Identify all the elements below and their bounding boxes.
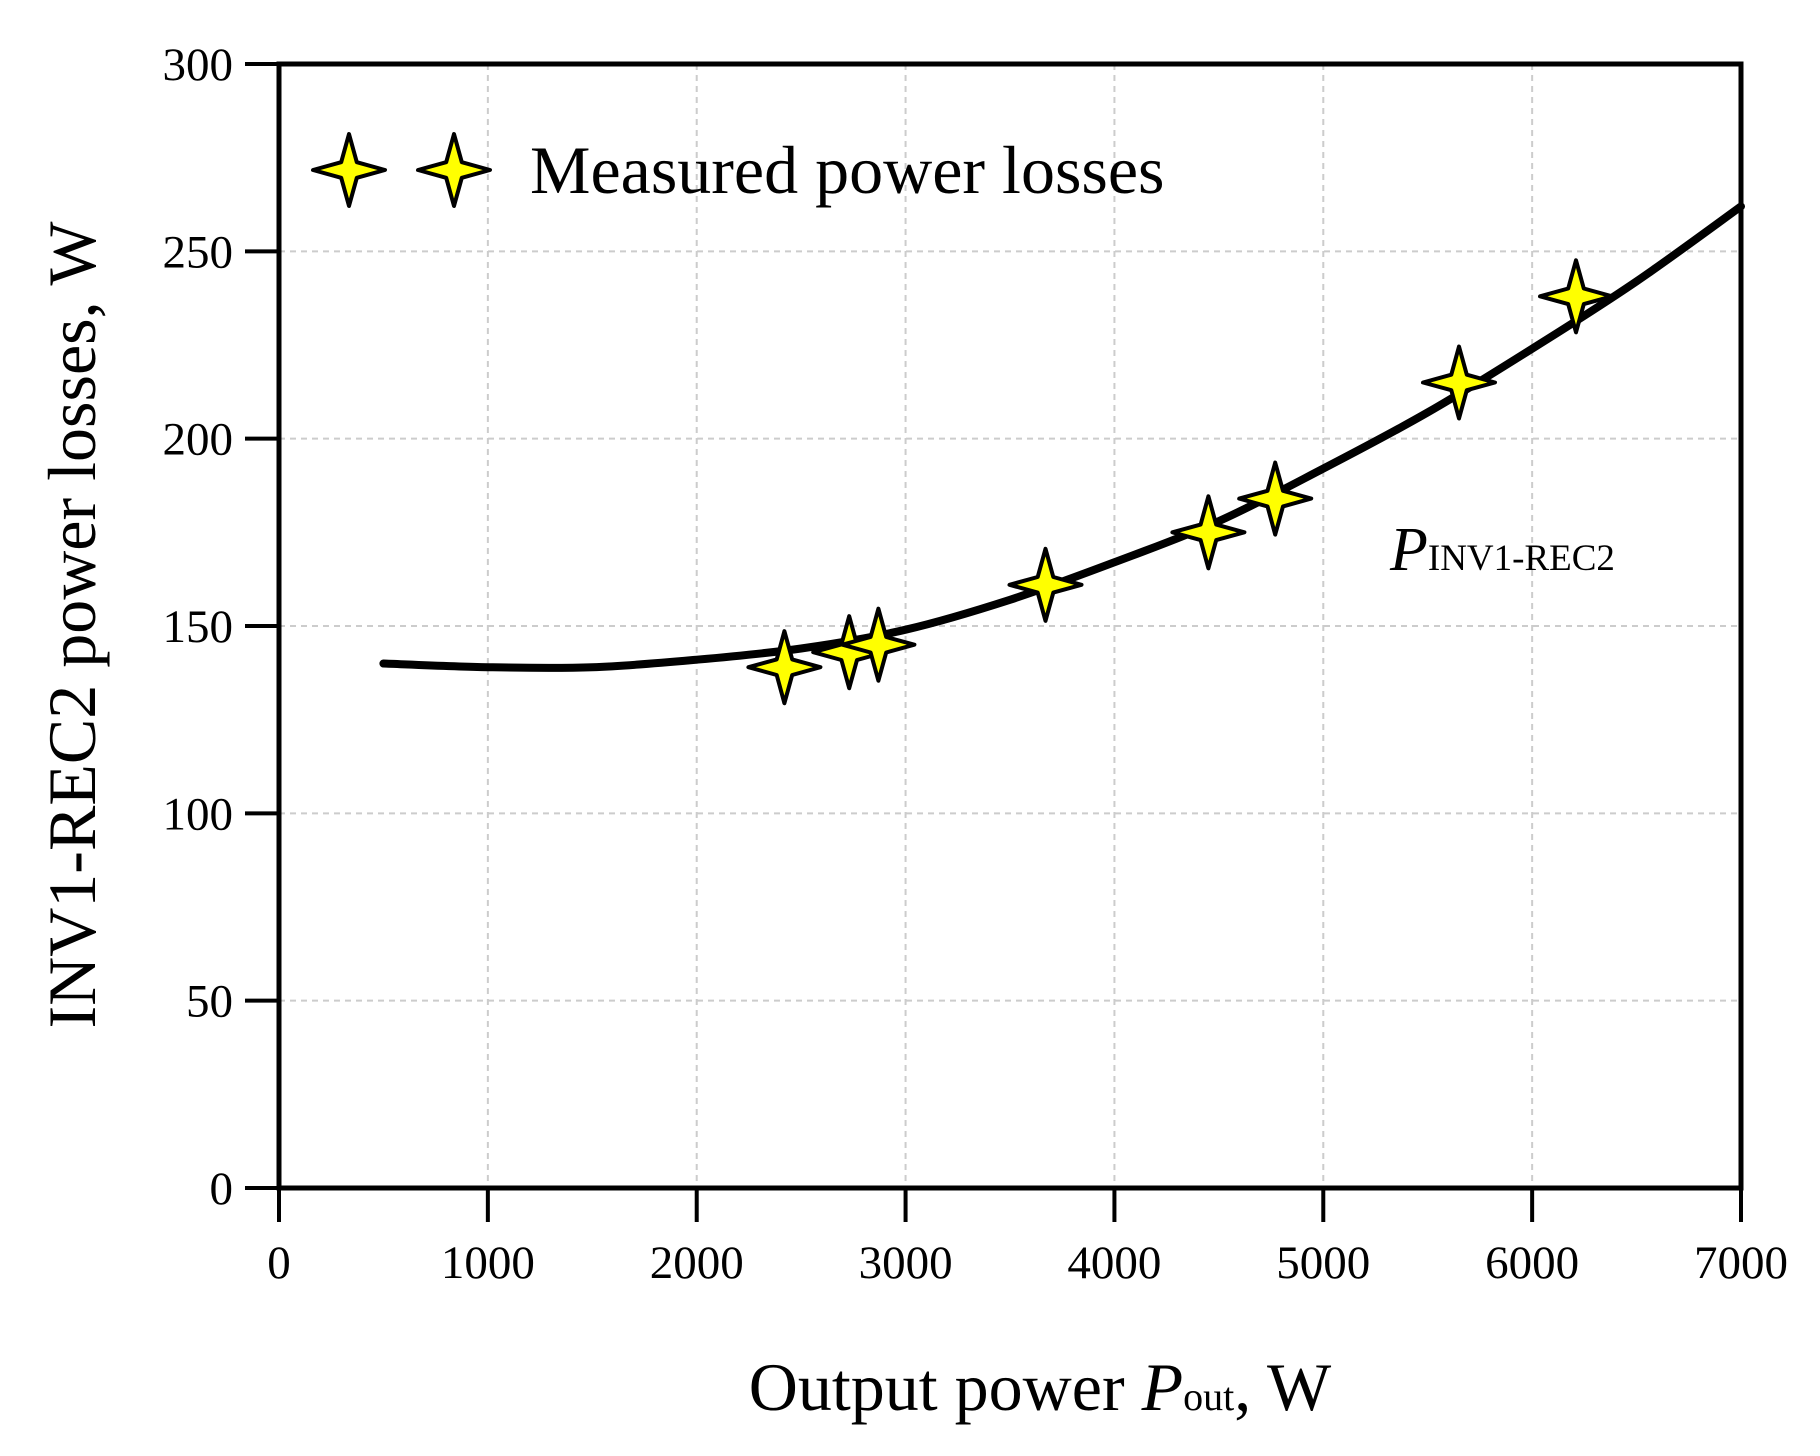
curve-annotation-symbol: P xyxy=(1389,516,1428,584)
x-tick-label: 0 xyxy=(267,1237,291,1289)
x-tick-label: 1000 xyxy=(441,1237,535,1289)
measured-point xyxy=(1007,546,1084,623)
x-axis-title-subscript: out xyxy=(1183,1374,1234,1419)
x-axis-title-unit: , W xyxy=(1234,1349,1332,1425)
x-axis-title-symbol: P xyxy=(1141,1349,1184,1425)
legend-label: Measured power losses xyxy=(530,132,1165,208)
x-tick-label: 4000 xyxy=(1067,1237,1161,1289)
x-axis-title: Output power Pout, W xyxy=(749,1349,1332,1425)
y-tick-label: 200 xyxy=(163,414,234,466)
legend: Measured power losses xyxy=(311,132,1165,208)
curve-annotation-subscript: INV1-REC2 xyxy=(1428,538,1615,579)
ticks-layer: 0 1000 2000 3000 4000 5000 6000 7000 0 50 100 150 20… xyxy=(163,39,1789,1289)
x-tick-label: 5000 xyxy=(1276,1237,1370,1289)
measured-point xyxy=(1170,494,1247,571)
measured-point xyxy=(1538,258,1614,335)
grid-layer xyxy=(279,64,1741,1188)
fit-curve-line xyxy=(379,202,1745,672)
measured-point xyxy=(746,629,823,706)
x-tick-label: 6000 xyxy=(1485,1237,1579,1289)
y-tick-label: 300 xyxy=(163,39,234,91)
y-tick-label: 0 xyxy=(210,1163,234,1215)
measured-point xyxy=(1421,344,1497,421)
measured-point xyxy=(1237,460,1314,537)
y-axis-title: INV1-REC2 power losses, W xyxy=(34,221,110,1029)
legend-marker xyxy=(416,132,492,208)
y-tick-label: 250 xyxy=(163,226,234,278)
y-tick-label: 50 xyxy=(186,976,233,1028)
legend-marker xyxy=(311,132,387,208)
curve-annotation: PINV1-REC2 xyxy=(1389,516,1615,584)
x-axis-title-text: Output power xyxy=(749,1349,1142,1425)
x-tick-label: 7000 xyxy=(1694,1237,1788,1289)
legend-markers xyxy=(311,132,492,208)
y-tick-label: 100 xyxy=(163,788,234,840)
data-points-layer xyxy=(746,258,1614,706)
measured-point xyxy=(840,606,917,683)
fit-curve-layer xyxy=(379,202,1745,672)
y-tick-label: 150 xyxy=(163,601,234,653)
x-tick-label: 2000 xyxy=(650,1237,744,1289)
x-tick-label: 3000 xyxy=(859,1237,953,1289)
